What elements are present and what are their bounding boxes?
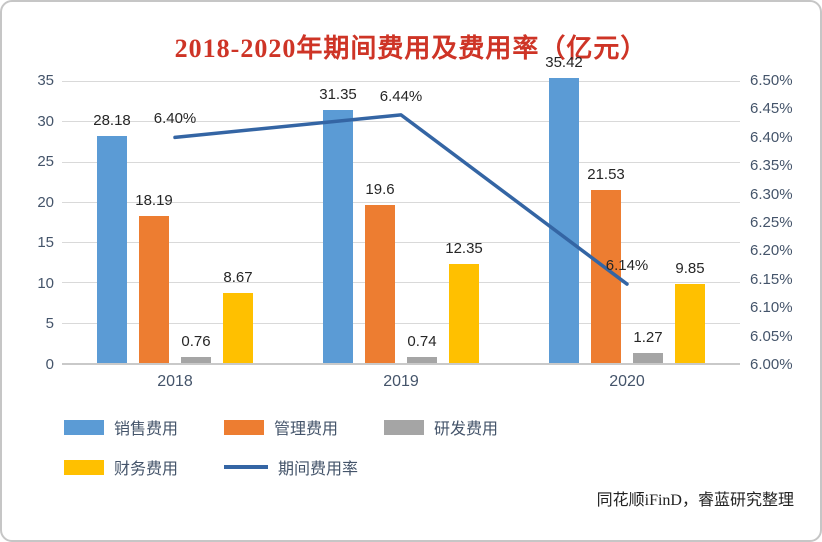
legend-swatch	[384, 419, 424, 435]
legend-item: 销售费用	[64, 415, 224, 439]
legend-item: 财务费用	[64, 455, 224, 479]
chart-area: 35 30 25 20 15 10 5 0 28.18 18.19 0.76 8.67 31.35 19…	[20, 54, 802, 373]
gridlines	[62, 81, 740, 363]
legend-swatch	[224, 419, 264, 435]
gridline	[62, 161, 740, 163]
rate-line	[173, 113, 629, 286]
legend-label: 财务费用	[114, 461, 179, 478]
legend: 销售费用 管理费用 研发费用 财务费用 期间费用率	[64, 415, 820, 479]
plot-area: 28.18 18.19 0.76 8.67 31.35 19.6 0.74 12.35 35.4…	[62, 54, 740, 365]
left-axis-tick: 15	[37, 234, 54, 252]
bar-data-label: 19.6	[365, 181, 395, 199]
bar-group-2018: 28.18 18.19 0.76 8.67	[62, 81, 288, 363]
bar-data-label: 0.76	[181, 332, 211, 350]
left-axis-tick: 5	[45, 315, 54, 333]
bar-data-label: 1.27	[633, 328, 663, 346]
gridline	[62, 282, 740, 284]
bar-data-label: 35.42	[545, 53, 583, 71]
bar: 35.42	[545, 54, 583, 363]
bar-data-label: 8.67	[223, 269, 253, 287]
bar-group-2020: 35.42 21.53 1.27 9.85	[514, 54, 740, 363]
x-axis-label: 2019	[383, 373, 419, 390]
bar: 0.76	[181, 333, 211, 363]
x-axis-label: 2020	[609, 373, 645, 390]
bar-group-2019: 31.35 19.6 0.74 12.35	[288, 81, 514, 363]
source-attribution: 同花顺iFinD，睿蓝研究整理	[596, 492, 794, 509]
left-axis-tick: 0	[45, 356, 54, 373]
bar-data-label: 21.53	[587, 165, 625, 183]
x-axis-label: 2018	[157, 373, 193, 390]
bar: 9.85	[675, 260, 705, 363]
right-axis-tick: 6.10%	[750, 299, 793, 317]
bar-data-label: 18.19	[135, 192, 173, 210]
legend-row-2: 财务费用 期间费用率	[64, 455, 820, 479]
left-axis-tick: 35	[37, 72, 54, 89]
legend-item: 研发费用	[384, 415, 544, 439]
gridline	[62, 81, 740, 82]
x-axis-labels: 2018 2019 2020	[62, 373, 740, 391]
right-axis-tick: 6.05%	[750, 327, 793, 345]
bar-data-label: 28.18	[93, 111, 131, 129]
gridline	[62, 121, 740, 123]
bar: 18.19	[135, 192, 173, 363]
right-axis-tick: 6.20%	[750, 242, 793, 260]
legend-row-1: 销售费用 管理费用 研发费用	[64, 415, 820, 439]
bar: 31.35	[319, 86, 357, 363]
left-axis-tick: 20	[37, 193, 54, 211]
bar: 28.18	[93, 112, 131, 363]
bar-data-label: 31.35	[319, 86, 357, 104]
line-data-label: 6.14%	[605, 257, 649, 275]
bar-groups: 28.18 18.19 0.76 8.67 31.35 19.6 0.74 12.35 35.4…	[62, 54, 740, 363]
gridline	[62, 201, 740, 203]
line-data-label: 6.40%	[153, 110, 197, 128]
legend-line-swatch	[224, 465, 268, 469]
legend-label: 管理费用	[274, 421, 339, 438]
legend-item-line: 期间费用率	[224, 455, 384, 479]
right-axis-tick: 6.00%	[750, 356, 793, 373]
right-axis: 6.50% 6.45% 6.40% 6.35% 6.30% 6.25% 6.20% 6.15%…	[740, 72, 802, 373]
bar-data-label: 9.85	[675, 259, 705, 277]
line-data-label: 6.44%	[379, 87, 423, 105]
right-axis-tick: 6.15%	[750, 270, 793, 288]
right-axis-tick: 6.35%	[750, 157, 793, 175]
left-axis-tick: 30	[37, 112, 54, 130]
right-axis-tick: 6.40%	[750, 128, 793, 146]
left-axis-tick: 10	[37, 274, 54, 292]
right-axis-tick: 6.45%	[750, 100, 793, 118]
legend-label: 期间费用率	[278, 461, 359, 478]
chart-title: 2018-2020年期间费用及费用率（亿元）	[174, 34, 648, 63]
legend-label: 销售费用	[114, 421, 179, 438]
legend-swatch	[64, 459, 104, 475]
bar: 19.6	[365, 181, 395, 363]
right-axis-tick: 6.25%	[750, 214, 793, 231]
bar: 1.27	[633, 329, 663, 363]
right-axis-tick: 6.30%	[750, 185, 793, 203]
bar: 21.53	[587, 166, 625, 363]
legend-swatch	[64, 419, 104, 435]
gridline	[62, 322, 740, 324]
left-axis-tick: 25	[37, 153, 54, 171]
bar: 0.74	[407, 333, 437, 363]
bar: 8.67	[223, 269, 253, 363]
left-axis: 35 30 25 20 15 10 5 0	[20, 72, 62, 373]
bar-data-label: 12.35	[445, 239, 483, 257]
legend-label: 研发费用	[434, 421, 499, 438]
gridline	[62, 242, 740, 244]
bar: 12.35	[445, 240, 483, 363]
bar-data-label: 0.74	[407, 333, 437, 351]
legend-item: 管理费用	[224, 415, 384, 439]
right-axis-tick: 6.50%	[750, 72, 793, 89]
